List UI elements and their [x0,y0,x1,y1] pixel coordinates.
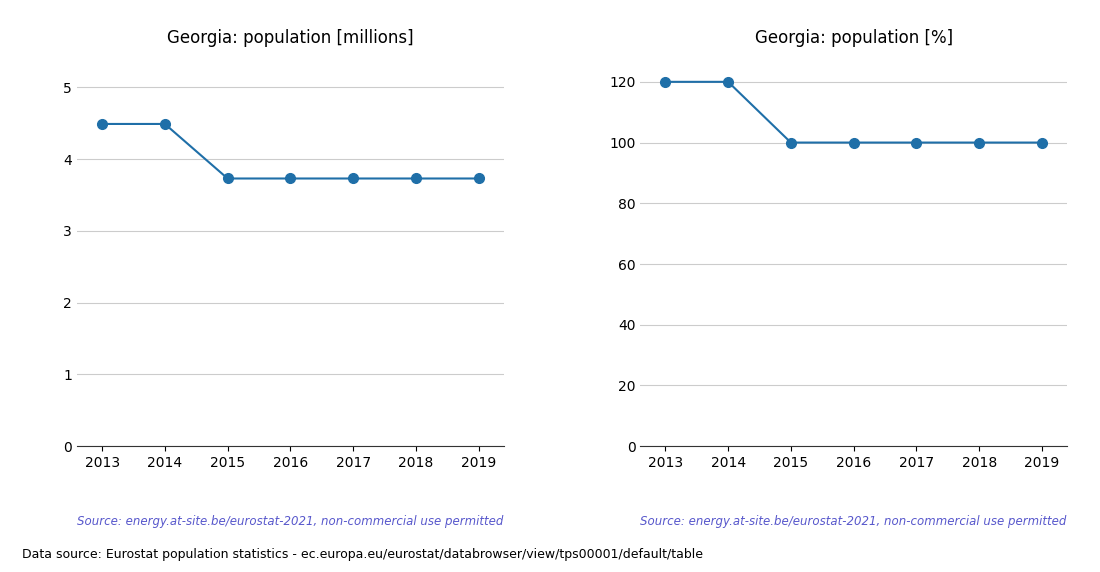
Title: Georgia: population [millions]: Georgia: population [millions] [167,29,414,47]
Title: Georgia: population [%]: Georgia: population [%] [755,29,953,47]
Text: Source: energy.at-site.be/eurostat-2021, non-commercial use permitted: Source: energy.at-site.be/eurostat-2021,… [640,515,1067,528]
Text: Data source: Eurostat population statistics - ec.europa.eu/eurostat/databrowser/: Data source: Eurostat population statist… [22,547,703,561]
Text: Source: energy.at-site.be/eurostat-2021, non-commercial use permitted: Source: energy.at-site.be/eurostat-2021,… [77,515,504,528]
